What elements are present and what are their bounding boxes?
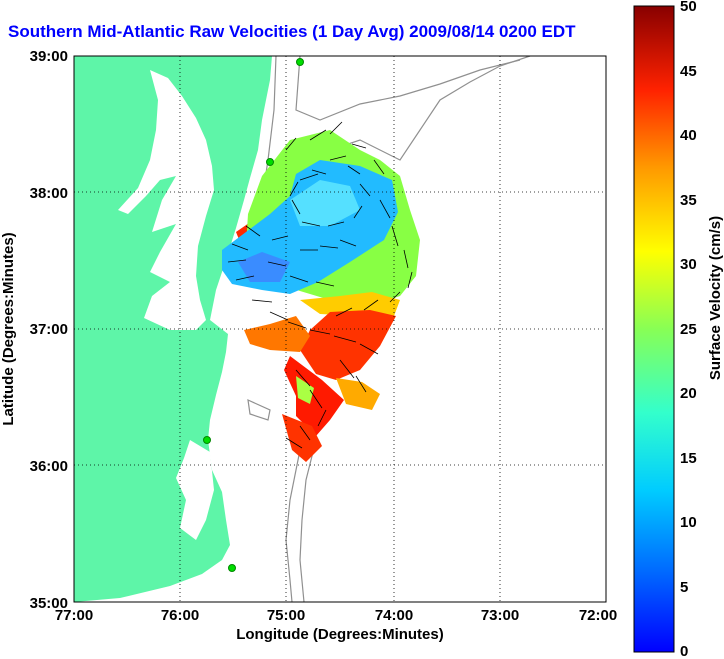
x-tick-label: 73:00 xyxy=(481,607,519,624)
radar-stations xyxy=(203,58,304,572)
colorbar-tick: 25 xyxy=(680,321,697,338)
y-tick-label: 38:00 xyxy=(30,185,68,202)
colorbar-tick: 45 xyxy=(680,63,697,80)
grid-lines xyxy=(74,56,606,602)
colorbar-label: Surface Velocity (cm/s) xyxy=(707,216,724,380)
colorbar-tick: 10 xyxy=(680,514,697,531)
plot-frame xyxy=(73,55,607,603)
y-tick-label: 37:00 xyxy=(30,321,68,338)
station-marker xyxy=(203,436,211,444)
x-tick-label: 76:00 xyxy=(161,607,199,624)
station-marker xyxy=(296,58,304,66)
station-marker xyxy=(228,564,236,572)
colorbar-tick: 0 xyxy=(680,643,688,659)
colorbar: 50 45 40 35 30 25 20 15 10 5 0 Surface V… xyxy=(633,0,724,659)
colorbar-tick: 50 xyxy=(680,0,697,15)
x-tick-label: 77:00 xyxy=(55,607,93,624)
x-tick-label: 75:00 xyxy=(267,607,305,624)
sound-water xyxy=(176,440,214,540)
y-tick-label: 36:00 xyxy=(30,458,68,475)
station-marker xyxy=(266,158,274,166)
x-axis: 77:00 76:00 75:00 74:00 73:00 72:00 xyxy=(55,607,617,624)
y-axis: 39:00 38:00 37:00 36:00 35:00 xyxy=(30,48,68,612)
chesapeake-bay xyxy=(118,70,214,330)
velocity-vectors xyxy=(227,121,413,449)
colorbar-tick: 35 xyxy=(680,192,697,209)
y-tick-label: 35:00 xyxy=(30,595,68,612)
colorbar-gradient xyxy=(633,5,675,653)
colorbar-tick: 5 xyxy=(680,579,688,596)
colorbar-tick: 15 xyxy=(680,450,697,467)
colorbar-tick: 20 xyxy=(680,385,697,402)
x-tick-label: 74:00 xyxy=(375,607,413,624)
map-title: Southern Mid-Atlantic Raw Velocities (1 … xyxy=(8,22,576,41)
x-axis-label: Longitude (Degrees:Minutes) xyxy=(236,626,444,643)
colorbar-tick: 30 xyxy=(680,256,697,273)
y-tick-label: 39:00 xyxy=(30,48,68,65)
colorbar-tick: 40 xyxy=(680,127,697,144)
x-tick-label: 72:00 xyxy=(579,607,617,624)
y-axis-label: Latitude (Degrees:Minutes) xyxy=(0,232,17,425)
